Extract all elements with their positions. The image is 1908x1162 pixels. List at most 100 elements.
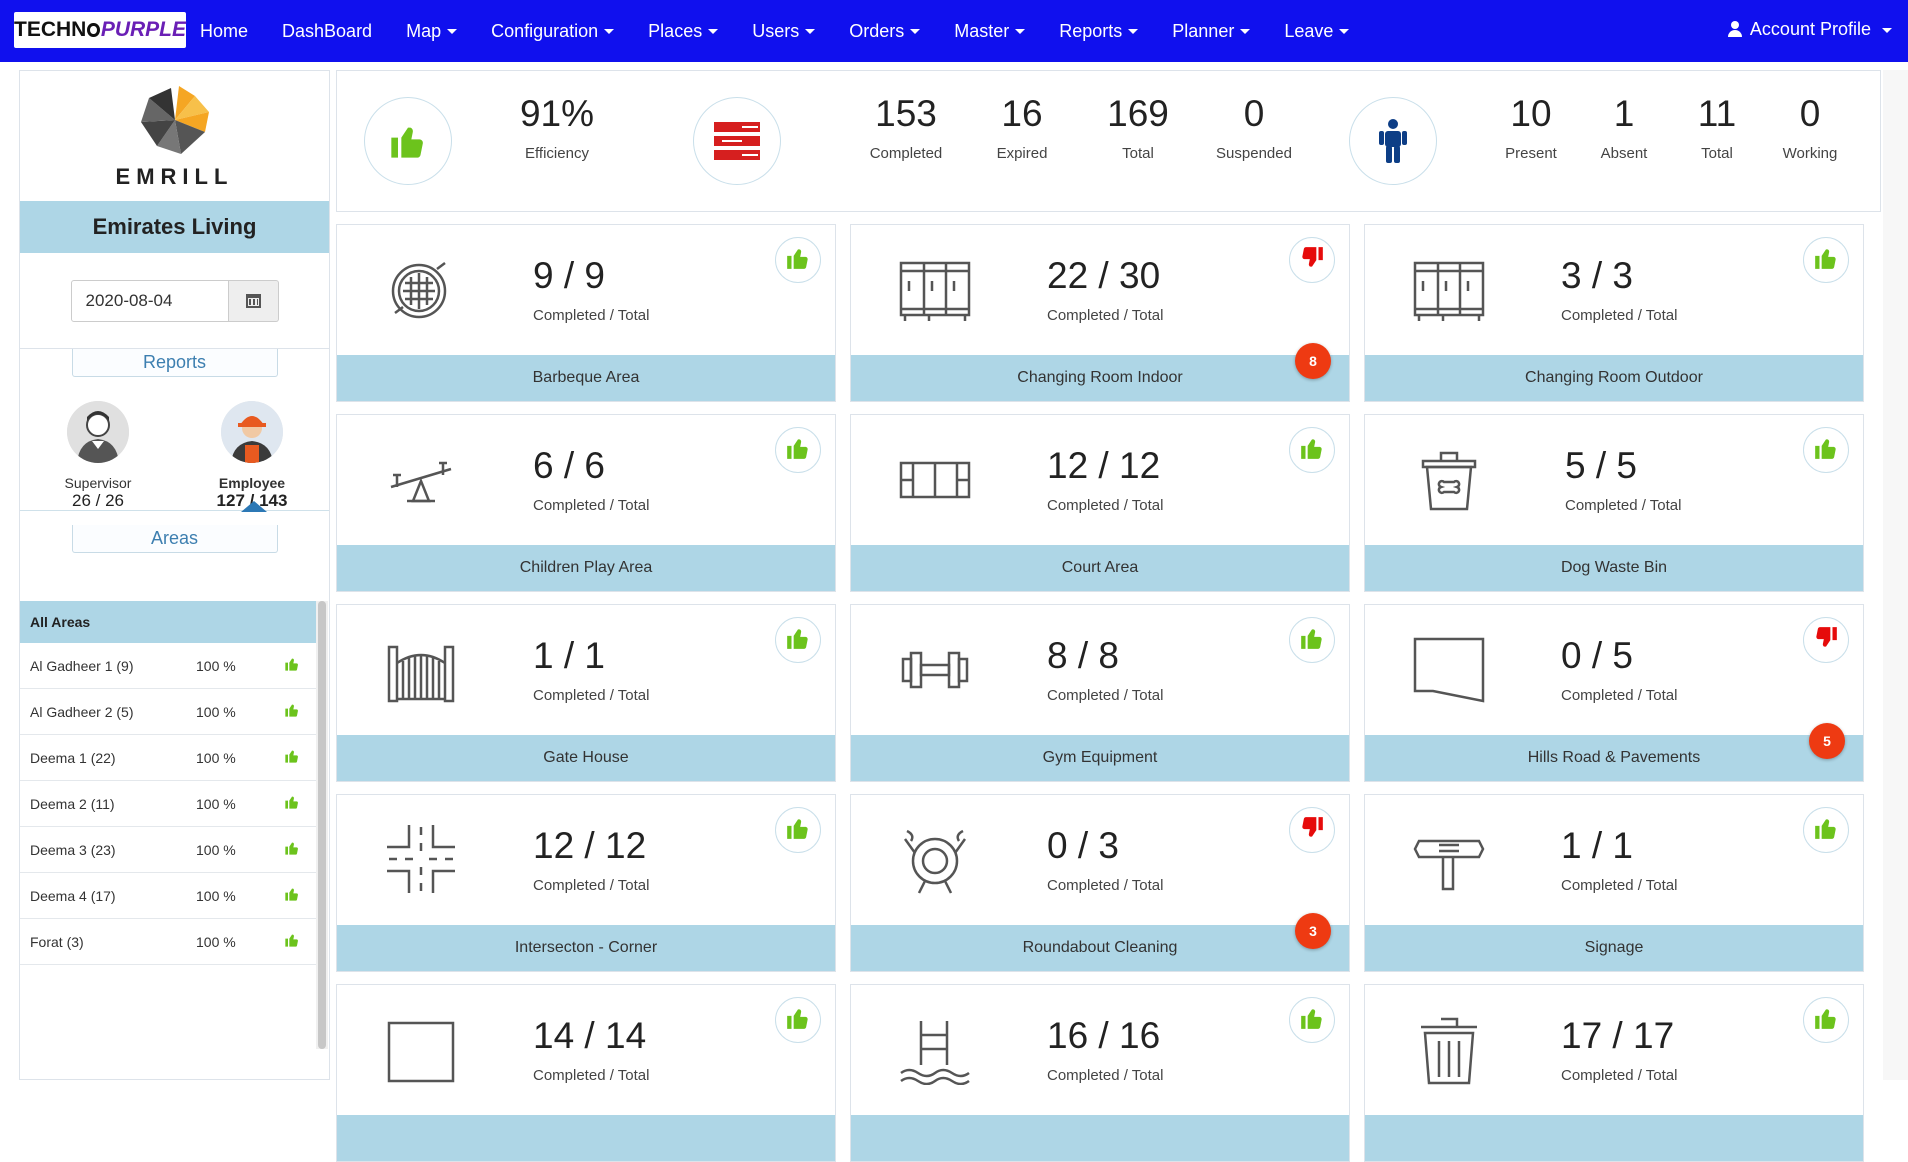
area-card[interactable]: 1 / 1 Completed / Total Signage	[1364, 794, 1864, 972]
card-title: Signage	[1365, 925, 1863, 971]
nav-reports[interactable]: Reports	[1059, 20, 1139, 42]
absent-value: 1	[1613, 93, 1635, 134]
area-row[interactable]: Deema 3 (23) 100 %	[20, 827, 316, 873]
card-count: 0 / 3	[1047, 825, 1119, 866]
card-status	[775, 617, 821, 663]
area-name: Deema 3 (23)	[30, 841, 116, 858]
area-row[interactable]: Al Gadheer 1 (9) 100 %	[20, 643, 316, 689]
present-value: 10	[1510, 93, 1552, 134]
area-card[interactable]: 8 / 8 Completed / Total Gym Equipment	[850, 604, 1350, 782]
card-status	[1803, 997, 1849, 1043]
caret-down-icon	[708, 29, 719, 35]
area-percent: 100 %	[196, 841, 236, 858]
areas-scrollbar[interactable]	[316, 601, 328, 1049]
area-row[interactable]: Deema 1 (22) 100 %	[20, 735, 316, 781]
employee-summary[interactable]: Employee 127 / 143	[202, 401, 302, 511]
emrill-logo-icon	[140, 86, 209, 154]
thumbs-up-icon	[1813, 435, 1839, 466]
card-title	[337, 1115, 835, 1161]
calendar-button[interactable]	[228, 279, 279, 322]
area-row[interactable]: Forat (3) 100 %	[20, 919, 316, 965]
alert-badge[interactable]: 5	[1809, 723, 1845, 759]
thumbs-down-icon	[1299, 245, 1325, 276]
nav-configuration[interactable]: Configuration	[491, 21, 615, 42]
date-input[interactable]: 2020-08-04	[70, 279, 229, 322]
nav-label: Map	[406, 20, 442, 41]
thumbs-up-icon	[1299, 435, 1325, 466]
area-name: Deema 4 (17)	[30, 887, 116, 904]
nav-users[interactable]: Users	[752, 21, 816, 42]
nav-dashboard[interactable]: DashBoard	[282, 21, 372, 42]
card-count: 16 / 16	[1047, 1015, 1161, 1056]
nav-master[interactable]: Master	[954, 21, 1026, 42]
page-scrollbar[interactable]	[1883, 70, 1908, 1080]
card-count-caption: Completed / Total	[533, 307, 650, 324]
thumbs-up-icon	[785, 435, 811, 466]
nav-label: Home	[200, 20, 249, 41]
alert-badge[interactable]: 3	[1295, 913, 1331, 949]
area-row[interactable]: Deema 4 (17) 100 %	[20, 873, 316, 919]
area-card[interactable]: 16 / 16 Completed / Total	[850, 984, 1350, 1162]
card-status	[775, 997, 821, 1043]
area-card[interactable]: 17 / 17 Completed / Total	[1364, 984, 1864, 1162]
main-menu: Home DashBoard Map Configuration Places Users…	[200, 0, 1383, 62]
card-title: Gym Equipment	[851, 735, 1349, 781]
reports-section-header[interactable]: Reports	[71, 349, 278, 377]
area-card[interactable]: 0 / 3 Completed / Total Roundabout Clean…	[850, 794, 1350, 972]
area-percent: 100 %	[196, 703, 236, 720]
card-status	[1803, 807, 1849, 853]
card-count-caption: Completed / Total	[1047, 687, 1164, 704]
area-name: Forat (3)	[30, 933, 84, 950]
thumbs-up-icon	[785, 815, 811, 846]
all-areas-header[interactable]: All Areas	[20, 601, 316, 643]
staff-summary: Supervisor 26 / 26 Employee 127 / 143	[20, 349, 329, 512]
account-profile-menu[interactable]: Account Profile	[1727, 19, 1892, 40]
nav-home[interactable]: Home	[200, 21, 248, 42]
supervisor-avatar	[67, 401, 129, 463]
nav-label: Places	[648, 20, 703, 41]
expired-value: 16	[1001, 93, 1043, 134]
area-card[interactable]: 12 / 12 Completed / Total Intersecton - …	[336, 794, 836, 972]
thumbs-up-icon	[284, 656, 300, 675]
area-card[interactable]: 12 / 12 Completed / Total Court Area	[850, 414, 1350, 592]
areas-section-header[interactable]: Areas	[71, 525, 278, 553]
area-card[interactable]: 0 / 5 Completed / Total Hills Road & Pav…	[1364, 604, 1864, 782]
working-value: 0	[1799, 93, 1821, 134]
total-staff-value: 11	[1697, 93, 1737, 134]
card-count-caption: Completed / Total	[1047, 1067, 1164, 1084]
nav-places[interactable]: Places	[648, 20, 719, 42]
absent-label: Absent	[1600, 145, 1648, 162]
alert-badge[interactable]: 8	[1295, 343, 1331, 379]
thumbs-up-icon	[284, 748, 300, 767]
card-count-caption: Completed / Total	[533, 687, 650, 704]
technopurple-logo[interactable]: TECHN PURPLE	[14, 12, 186, 48]
summary-stats-panel: 91% Efficiency 153 Completed 16 Expired …	[336, 70, 1881, 212]
area-row[interactable]: Deema 2 (11) 100 %	[20, 781, 316, 827]
nav-orders[interactable]: Orders	[849, 21, 921, 42]
area-card[interactable]: 5 / 5 Completed / Total Dog Waste Bin	[1364, 414, 1864, 592]
area-card[interactable]: 14 / 14 Completed / Total	[336, 984, 836, 1162]
supervisor-summary[interactable]: Supervisor 26 / 26	[48, 401, 148, 511]
present-stat: 10 Present	[1476, 93, 1586, 162]
area-card[interactable]: 9 / 9 Completed / Total Barbeque Area	[336, 224, 836, 402]
nav-label: Planner	[1172, 20, 1235, 41]
card-count: 3 / 3	[1561, 255, 1633, 296]
expired-stat: 16 Expired	[967, 93, 1077, 162]
caret-down-icon	[1882, 27, 1892, 33]
area-card[interactable]: 22 / 30 Completed / Total Changing Room …	[850, 224, 1350, 402]
nav-planner[interactable]: Planner	[1172, 20, 1251, 42]
scrollbar-thumb[interactable]	[318, 601, 326, 1049]
card-title: Dog Waste Bin	[1365, 545, 1863, 591]
area-card[interactable]: 6 / 6 Completed / Total Children Play Ar…	[336, 414, 836, 592]
area-card[interactable]: 3 / 3 Completed / Total Changing Room Ou…	[1364, 224, 1864, 402]
area-row[interactable]: Al Gadheer 2 (5) 100 %	[20, 689, 316, 735]
client-name: Emirates Living	[20, 201, 329, 253]
nav-map[interactable]: Map	[406, 20, 458, 42]
nav-label: Reports	[1059, 20, 1123, 41]
card-count-caption: Completed / Total	[533, 1067, 650, 1084]
area-card[interactable]: 1 / 1 Completed / Total Gate House	[336, 604, 836, 782]
nav-leave[interactable]: Leave	[1284, 21, 1350, 42]
total-staff-stat: 11 Total	[1662, 93, 1772, 162]
thumbs-up-icon	[785, 625, 811, 656]
card-status	[1289, 427, 1335, 473]
